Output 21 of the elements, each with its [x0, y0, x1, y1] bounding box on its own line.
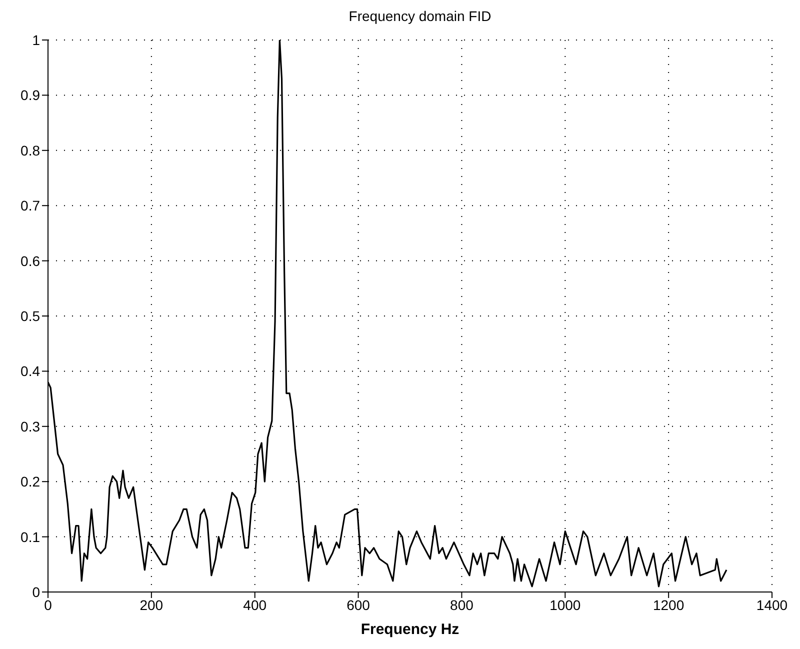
x-tick-label: 400 [243, 596, 267, 613]
chart-title: Frequency domain FID [348, 8, 492, 26]
x-tick-label: 1000 [550, 596, 581, 613]
y-tick-label: 0 [32, 584, 40, 600]
y-tick-label: 0.6 [20, 252, 40, 269]
y-tick-label: 0.1 [20, 528, 40, 545]
x-axis-title: Frequency Hz [360, 621, 460, 638]
x-tick-label: 800 [450, 596, 474, 613]
y-tick-label: 0.5 [20, 308, 40, 324]
y-tick-label: 0.4 [20, 363, 40, 380]
x-tick-label: 0 [44, 596, 52, 613]
y-tick-label: 0.7 [20, 198, 40, 214]
x-tick-label: 1200 [652, 596, 684, 613]
x-tick-label: 600 [346, 596, 370, 613]
x-tick-label: 200 [140, 596, 164, 613]
y-tick-label: 1 [32, 32, 40, 48]
y-tick-label: 0.3 [20, 418, 40, 434]
y-tick-label: 0.8 [20, 142, 40, 158]
x-tick-label: 1400 [756, 596, 788, 613]
y-tick-label: 0.9 [20, 87, 40, 104]
y-tick-label: 0.2 [20, 474, 40, 490]
